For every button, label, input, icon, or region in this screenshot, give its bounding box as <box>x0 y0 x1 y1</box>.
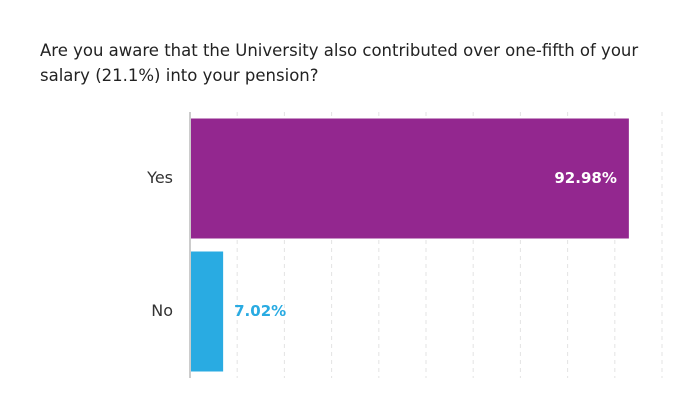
labels: Yes 92.98% No 7.02% <box>146 168 617 320</box>
bar-no <box>191 251 224 372</box>
chart-title: Are you aware that the University also c… <box>40 41 639 85</box>
category-label-no: No <box>151 301 173 320</box>
category-label-yes: Yes <box>146 168 173 187</box>
data-label-no: 7.02% <box>234 302 286 320</box>
data-label-yes: 92.98% <box>554 169 616 187</box>
bar-yes <box>191 118 629 239</box>
bars <box>191 118 629 372</box>
